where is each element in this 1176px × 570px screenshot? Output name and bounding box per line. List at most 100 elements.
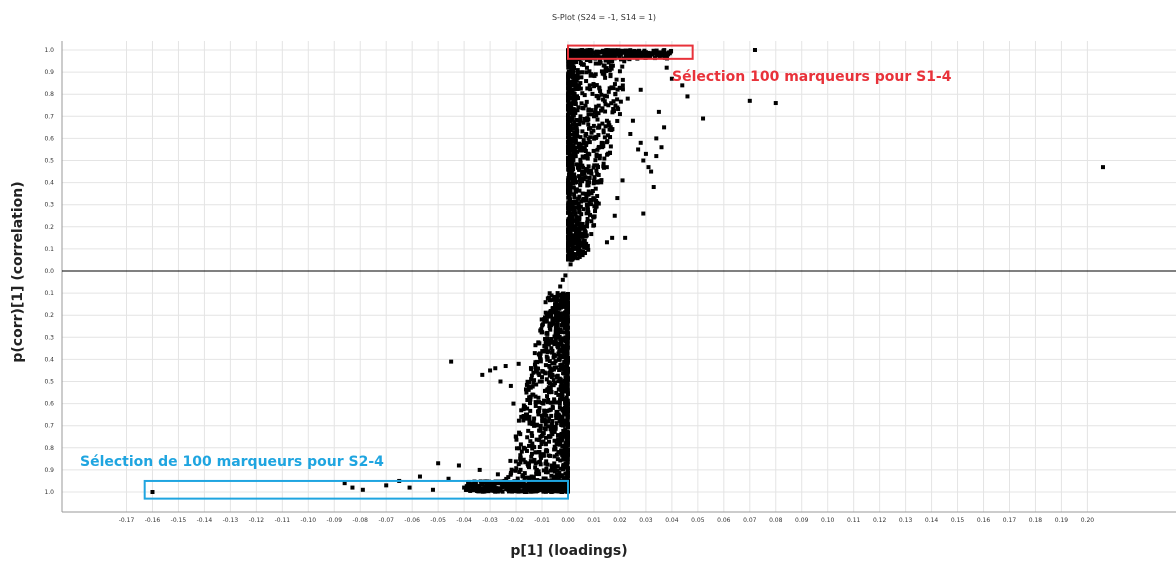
data-point [566, 220, 571, 225]
data-point [543, 310, 548, 315]
y-tick-label: 0.4 [44, 180, 54, 187]
data-point [559, 473, 564, 478]
data-point [546, 397, 551, 402]
x-tick-label: -0.02 [508, 517, 524, 524]
data-point [587, 175, 592, 180]
data-point [342, 481, 347, 486]
data-point [579, 212, 584, 217]
data-point [591, 148, 596, 153]
y-tick-label: 0.0 [44, 268, 54, 275]
data-point [580, 221, 585, 226]
data-point [543, 336, 548, 341]
data-point [563, 422, 568, 427]
data-point [561, 467, 566, 472]
data-point [542, 412, 547, 417]
data-point [581, 165, 586, 170]
data-point [552, 454, 557, 459]
data-point [563, 324, 568, 329]
data-point [508, 458, 513, 463]
data-point [568, 248, 573, 253]
data-point [544, 413, 549, 418]
x-tick-label: 0.03 [639, 517, 653, 524]
data-point [543, 363, 548, 368]
data-point [620, 178, 625, 183]
data-point [567, 181, 572, 186]
data-point [545, 296, 550, 301]
data-point [551, 367, 556, 372]
x-tick-label: 0.12 [873, 517, 887, 524]
data-point [551, 297, 556, 302]
data-point [509, 467, 514, 472]
data-point [646, 165, 651, 170]
y-tick-label: 0.5 [44, 379, 54, 386]
data-point [534, 382, 539, 387]
data-point [492, 482, 497, 487]
data-point [530, 441, 535, 446]
data-point [556, 392, 561, 397]
data-point [561, 409, 566, 414]
data-point [547, 408, 552, 413]
x-tick-label: -0.13 [223, 517, 239, 524]
data-point [566, 164, 571, 169]
data-point [569, 175, 574, 180]
data-point [528, 397, 533, 402]
x-tick-label: -0.04 [456, 517, 472, 524]
data-point [582, 241, 587, 246]
data-point [555, 410, 560, 415]
data-point [592, 175, 597, 180]
data-point [521, 457, 526, 462]
data-point [565, 325, 570, 330]
data-point [574, 221, 579, 226]
data-point [513, 468, 518, 473]
data-point [591, 215, 596, 220]
data-point [571, 181, 576, 186]
data-point [607, 86, 612, 91]
data-point [608, 125, 613, 130]
data-point [577, 221, 582, 226]
data-point [565, 398, 570, 403]
data-point [565, 333, 570, 338]
data-point [568, 141, 573, 146]
data-point [579, 62, 584, 67]
x-tick-label: -0.16 [145, 517, 161, 524]
data-point [605, 152, 610, 157]
data-point [599, 178, 604, 183]
data-point [554, 488, 559, 493]
data-point [530, 392, 535, 397]
data-point [611, 86, 616, 91]
data-point [493, 366, 498, 371]
data-point [468, 488, 473, 493]
data-point [584, 241, 589, 246]
data-point [555, 472, 560, 477]
data-point [565, 473, 570, 478]
data-point [571, 60, 576, 65]
data-point [549, 375, 554, 380]
data-point [584, 79, 589, 84]
data-point [562, 447, 567, 452]
data-point [574, 131, 579, 136]
data-point [609, 48, 614, 53]
data-point [578, 86, 583, 91]
data-point [666, 52, 671, 57]
data-point [522, 471, 527, 476]
data-point [523, 484, 528, 489]
data-point [601, 128, 606, 133]
data-point [649, 169, 654, 174]
data-point [559, 481, 564, 486]
data-point [509, 483, 514, 488]
data-point [551, 355, 556, 360]
data-point [488, 483, 493, 488]
data-point [565, 346, 570, 351]
data-point [578, 117, 583, 122]
data-point [573, 111, 578, 116]
data-point [550, 361, 555, 366]
data-point [589, 112, 594, 117]
data-point [636, 147, 641, 152]
data-point [564, 311, 569, 316]
data-point [606, 60, 611, 65]
data-point [567, 194, 572, 199]
data-point [574, 78, 579, 83]
data-point [559, 393, 564, 398]
data-point [547, 291, 552, 296]
data-point [565, 382, 570, 387]
